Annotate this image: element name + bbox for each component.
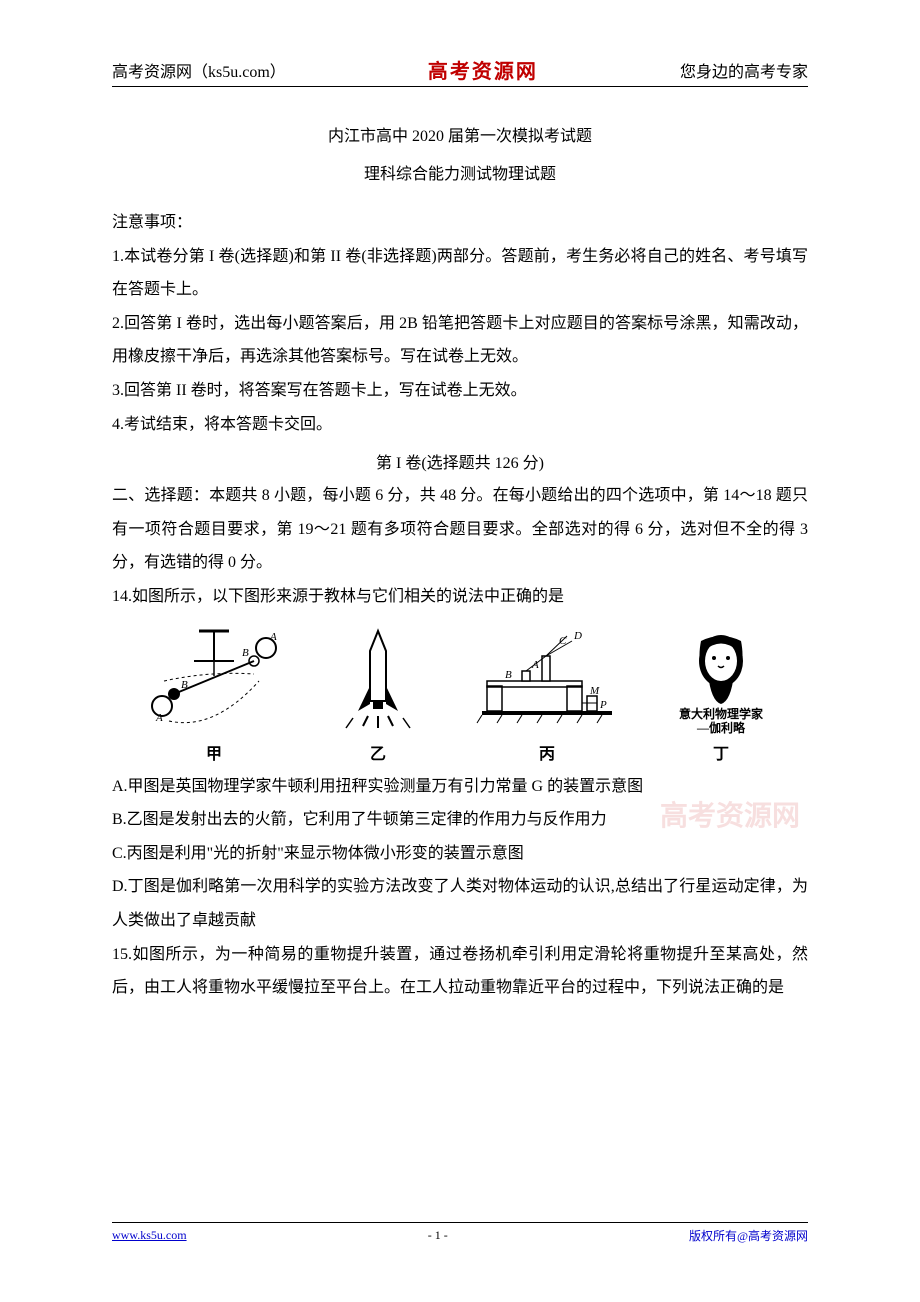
figure-label-d: 丁 bbox=[713, 740, 729, 764]
svg-text:A: A bbox=[155, 712, 163, 724]
page-header: 高考资源网（ks5u.com） 高考资源网 您身边的高考专家 bbox=[112, 55, 808, 87]
header-center-logo: 高考资源网 bbox=[428, 55, 538, 84]
section-1-header: 第 I 卷(选择题共 126 分) bbox=[112, 449, 808, 473]
notice-header: 注意事项： bbox=[112, 206, 808, 240]
exam-title-sub: 理科综合能力测试物理试题 bbox=[112, 160, 808, 184]
q14-option-a: A.甲图是英国物理学家牛顿利用扭秤实验测量万有引力常量 G 的装置示意图 bbox=[112, 770, 808, 804]
page-footer: www.ks5u.com - 1 - 版权所有@高考资源网 bbox=[112, 1222, 808, 1244]
footer-copyright: 版权所有@高考资源网 bbox=[689, 1227, 808, 1244]
q14-figure-row: B A B A 甲 乙 bbox=[112, 626, 808, 764]
footer-url[interactable]: www.ks5u.com bbox=[112, 1228, 187, 1243]
svg-text:A: A bbox=[269, 631, 277, 643]
q14-option-b: B.乙图是发射出去的火箭，它利用了牛顿第三定律的作用力与反作用力 bbox=[112, 803, 808, 837]
svg-text:P: P bbox=[599, 699, 607, 711]
figure-label-c: 丙 bbox=[539, 740, 555, 764]
svg-text:C: C bbox=[559, 635, 567, 647]
figure-label-a: 甲 bbox=[206, 740, 222, 764]
svg-text:D: D bbox=[573, 630, 582, 642]
notice-3: 3.回答第 II 卷时，将答案写在答题卡上，写在试卷上无效。 bbox=[112, 374, 808, 408]
q14-figure-a: B A B A 甲 bbox=[144, 626, 284, 764]
footer-page-number: - 1 - bbox=[428, 1228, 448, 1243]
svg-text:M: M bbox=[589, 685, 600, 697]
galileo-portrait-icon: 意大利物理学家 —伽利略 bbox=[666, 626, 776, 736]
optical-device-icon: B A C D M P bbox=[472, 626, 622, 736]
q14-stem: 14.如图所示，以下图形来源于教林与它们相关的说法中正确的是 bbox=[112, 580, 808, 614]
torsion-balance-icon: B A B A bbox=[144, 626, 284, 736]
q15-stem: 15.如图所示，为一种简易的重物提升装置，通过卷扬机牵引利用定滑轮将重物提升至某… bbox=[112, 938, 808, 1005]
section-intro: 二、选择题：本题共 8 小题，每小题 6 分，共 48 分。在每小题给出的四个选… bbox=[112, 479, 808, 580]
svg-text:A: A bbox=[531, 659, 539, 671]
q14-figure-d: 意大利物理学家 —伽利略 丁 bbox=[666, 626, 776, 764]
svg-text:意大利物理学家: 意大利物理学家 bbox=[679, 706, 764, 721]
svg-text:B: B bbox=[242, 647, 249, 659]
notice-1: 1.本试卷分第 I 卷(选择题)和第 II 卷(非选择题)两部分。答题前，考生务… bbox=[112, 240, 808, 307]
svg-text:B: B bbox=[181, 679, 188, 691]
svg-text:B: B bbox=[505, 669, 512, 681]
exam-title-main: 内江市高中 2020 届第一次模拟考试题 bbox=[112, 122, 808, 146]
q14-figure-b: 乙 bbox=[328, 626, 428, 764]
q14-option-c: C.丙图是利用"光的折射"来显示物体微小形变的装置示意图 bbox=[112, 837, 808, 871]
svg-text:—伽利略: —伽利略 bbox=[696, 720, 746, 735]
q14-figure-c: B A C D M P 丙 bbox=[472, 626, 622, 764]
rocket-icon bbox=[328, 626, 428, 736]
header-left-text: 高考资源网（ks5u.com） bbox=[112, 58, 286, 82]
notice-2: 2.回答第 I 卷时，选出每小题答案后，用 2B 铅笔把答题卡上对应题目的答案标… bbox=[112, 307, 808, 374]
notice-4: 4.考试结束，将本答题卡交回。 bbox=[112, 408, 808, 442]
header-right-text: 您身边的高考专家 bbox=[680, 58, 808, 82]
q14-option-d: D.丁图是伽利略第一次用科学的实验方法改变了人类对物体运动的认识,总结出了行星运… bbox=[112, 870, 808, 937]
page-container: 高考资源网（ks5u.com） 高考资源网 您身边的高考专家 内江市高中 202… bbox=[0, 0, 920, 1045]
figure-label-b: 乙 bbox=[370, 740, 386, 764]
